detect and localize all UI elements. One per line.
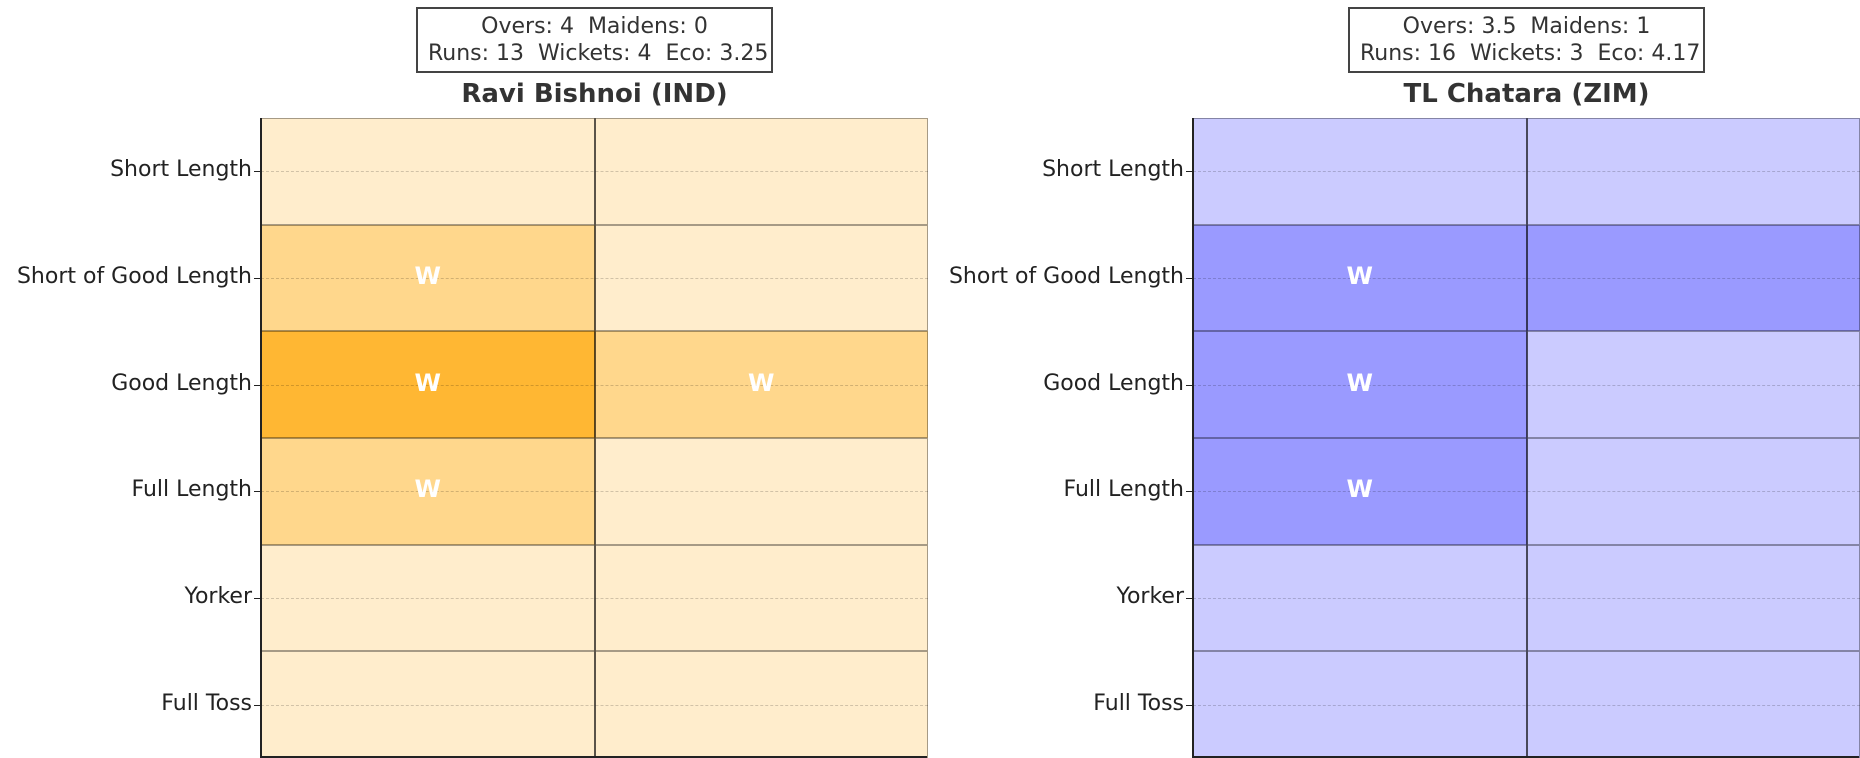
y-tick-label: Short Length	[110, 157, 252, 183]
y-tick-label: Yorker	[184, 584, 252, 609]
heatmap-cell	[1193, 438, 1527, 545]
stats-line1: Overs: 4 Maidens: 0	[481, 14, 708, 39]
heatmap-cell	[1193, 118, 1527, 225]
wicket-marker: W	[1346, 475, 1373, 504]
y-axis-line	[1192, 118, 1194, 758]
chart-title: Ravi Bishnoi (IND)	[461, 79, 728, 109]
heatmap-cell	[261, 224, 595, 332]
heatmap-cell	[261, 651, 595, 758]
y-tick-label: Good Length	[1043, 370, 1184, 396]
y-tick	[1186, 384, 1193, 386]
heatmap-cell	[1526, 331, 1860, 438]
gridline	[261, 491, 928, 493]
heatmap-cell	[261, 544, 595, 652]
x-axis-line	[260, 756, 927, 758]
stats-line2: Runs: 16 Wickets: 3 Eco: 4.17	[1360, 41, 1701, 66]
gridline	[1193, 171, 1860, 173]
heatmap-cell	[261, 118, 595, 225]
y-axis-line	[260, 118, 262, 758]
heatmap-cell	[1193, 224, 1527, 332]
heatmap-cell	[1526, 651, 1860, 758]
heatmap-cell	[594, 544, 928, 652]
y-tick-label: Yorker	[1116, 584, 1184, 609]
heatmap-cell	[1193, 651, 1527, 758]
y-tick	[1186, 171, 1193, 173]
y-tick	[254, 491, 261, 493]
y-tick	[254, 598, 261, 599]
heatmap-cell	[594, 331, 928, 438]
y-tick	[1186, 704, 1193, 706]
y-tick-label: Short Length	[1042, 157, 1184, 183]
y-tick-label: Full Length	[131, 477, 253, 503]
gridline	[1193, 278, 1860, 279]
chart-title: TL Chatara (ZIM)	[1403, 79, 1650, 109]
heatmap-cell	[1193, 544, 1527, 652]
gridline	[1193, 704, 1860, 706]
wicket-marker: W	[748, 368, 775, 397]
y-tick	[1186, 491, 1193, 493]
y-tick-label: Full Toss	[161, 690, 252, 716]
y-tick	[254, 384, 261, 386]
wicket-marker: W	[1346, 262, 1373, 290]
gridline	[261, 598, 928, 599]
gridline	[1193, 598, 1860, 599]
y-tick-label: Short of Good Length	[16, 264, 252, 289]
gridline	[1193, 384, 1860, 386]
gridline	[261, 384, 928, 386]
y-tick-label: Good Length	[111, 370, 252, 396]
gridline	[261, 278, 928, 279]
gridline	[1193, 491, 1860, 493]
heatmap-cell	[594, 651, 928, 758]
heatmap-cell	[261, 331, 595, 438]
y-tick	[254, 171, 261, 173]
bowling-stats-box: Overs: 3.5 Maidens: 1 Runs: 16 Wickets: 3…	[1348, 7, 1705, 73]
y-tick-label: Full Length	[1063, 477, 1185, 503]
heatmap-cell	[261, 438, 595, 545]
heatmap-cell	[594, 118, 928, 225]
heatmap-cell	[594, 224, 928, 332]
bowling-stats-box: Overs: 4 Maidens: 0 Runs: 13 Wickets: 4 E…	[416, 7, 773, 73]
gridline	[261, 704, 928, 706]
heatmap-cell	[594, 438, 928, 545]
wicket-marker: W	[414, 475, 441, 504]
column-divider	[1525, 118, 1528, 758]
wicket-marker: W	[1346, 368, 1373, 397]
wicket-marker: W	[414, 368, 441, 397]
heatmap-cell	[1193, 331, 1527, 438]
x-axis-line	[1192, 756, 1859, 758]
heatmap-cell	[1526, 438, 1860, 545]
y-tick	[254, 704, 261, 706]
gridline	[261, 171, 928, 173]
y-tick	[1186, 598, 1193, 599]
y-tick	[1186, 278, 1193, 279]
heatmap-cell	[1526, 118, 1860, 225]
y-tick-label: Short of Good Length	[948, 264, 1184, 289]
heatmap-cell	[1526, 224, 1860, 332]
y-tick	[254, 278, 261, 279]
stats-line1: Overs: 3.5 Maidens: 1	[1402, 14, 1651, 39]
y-tick-label: Full Toss	[1093, 690, 1184, 716]
wicket-marker: W	[414, 262, 441, 290]
stats-line2: Runs: 13 Wickets: 4 Eco: 3.25	[428, 41, 769, 66]
column-divider	[593, 118, 596, 758]
